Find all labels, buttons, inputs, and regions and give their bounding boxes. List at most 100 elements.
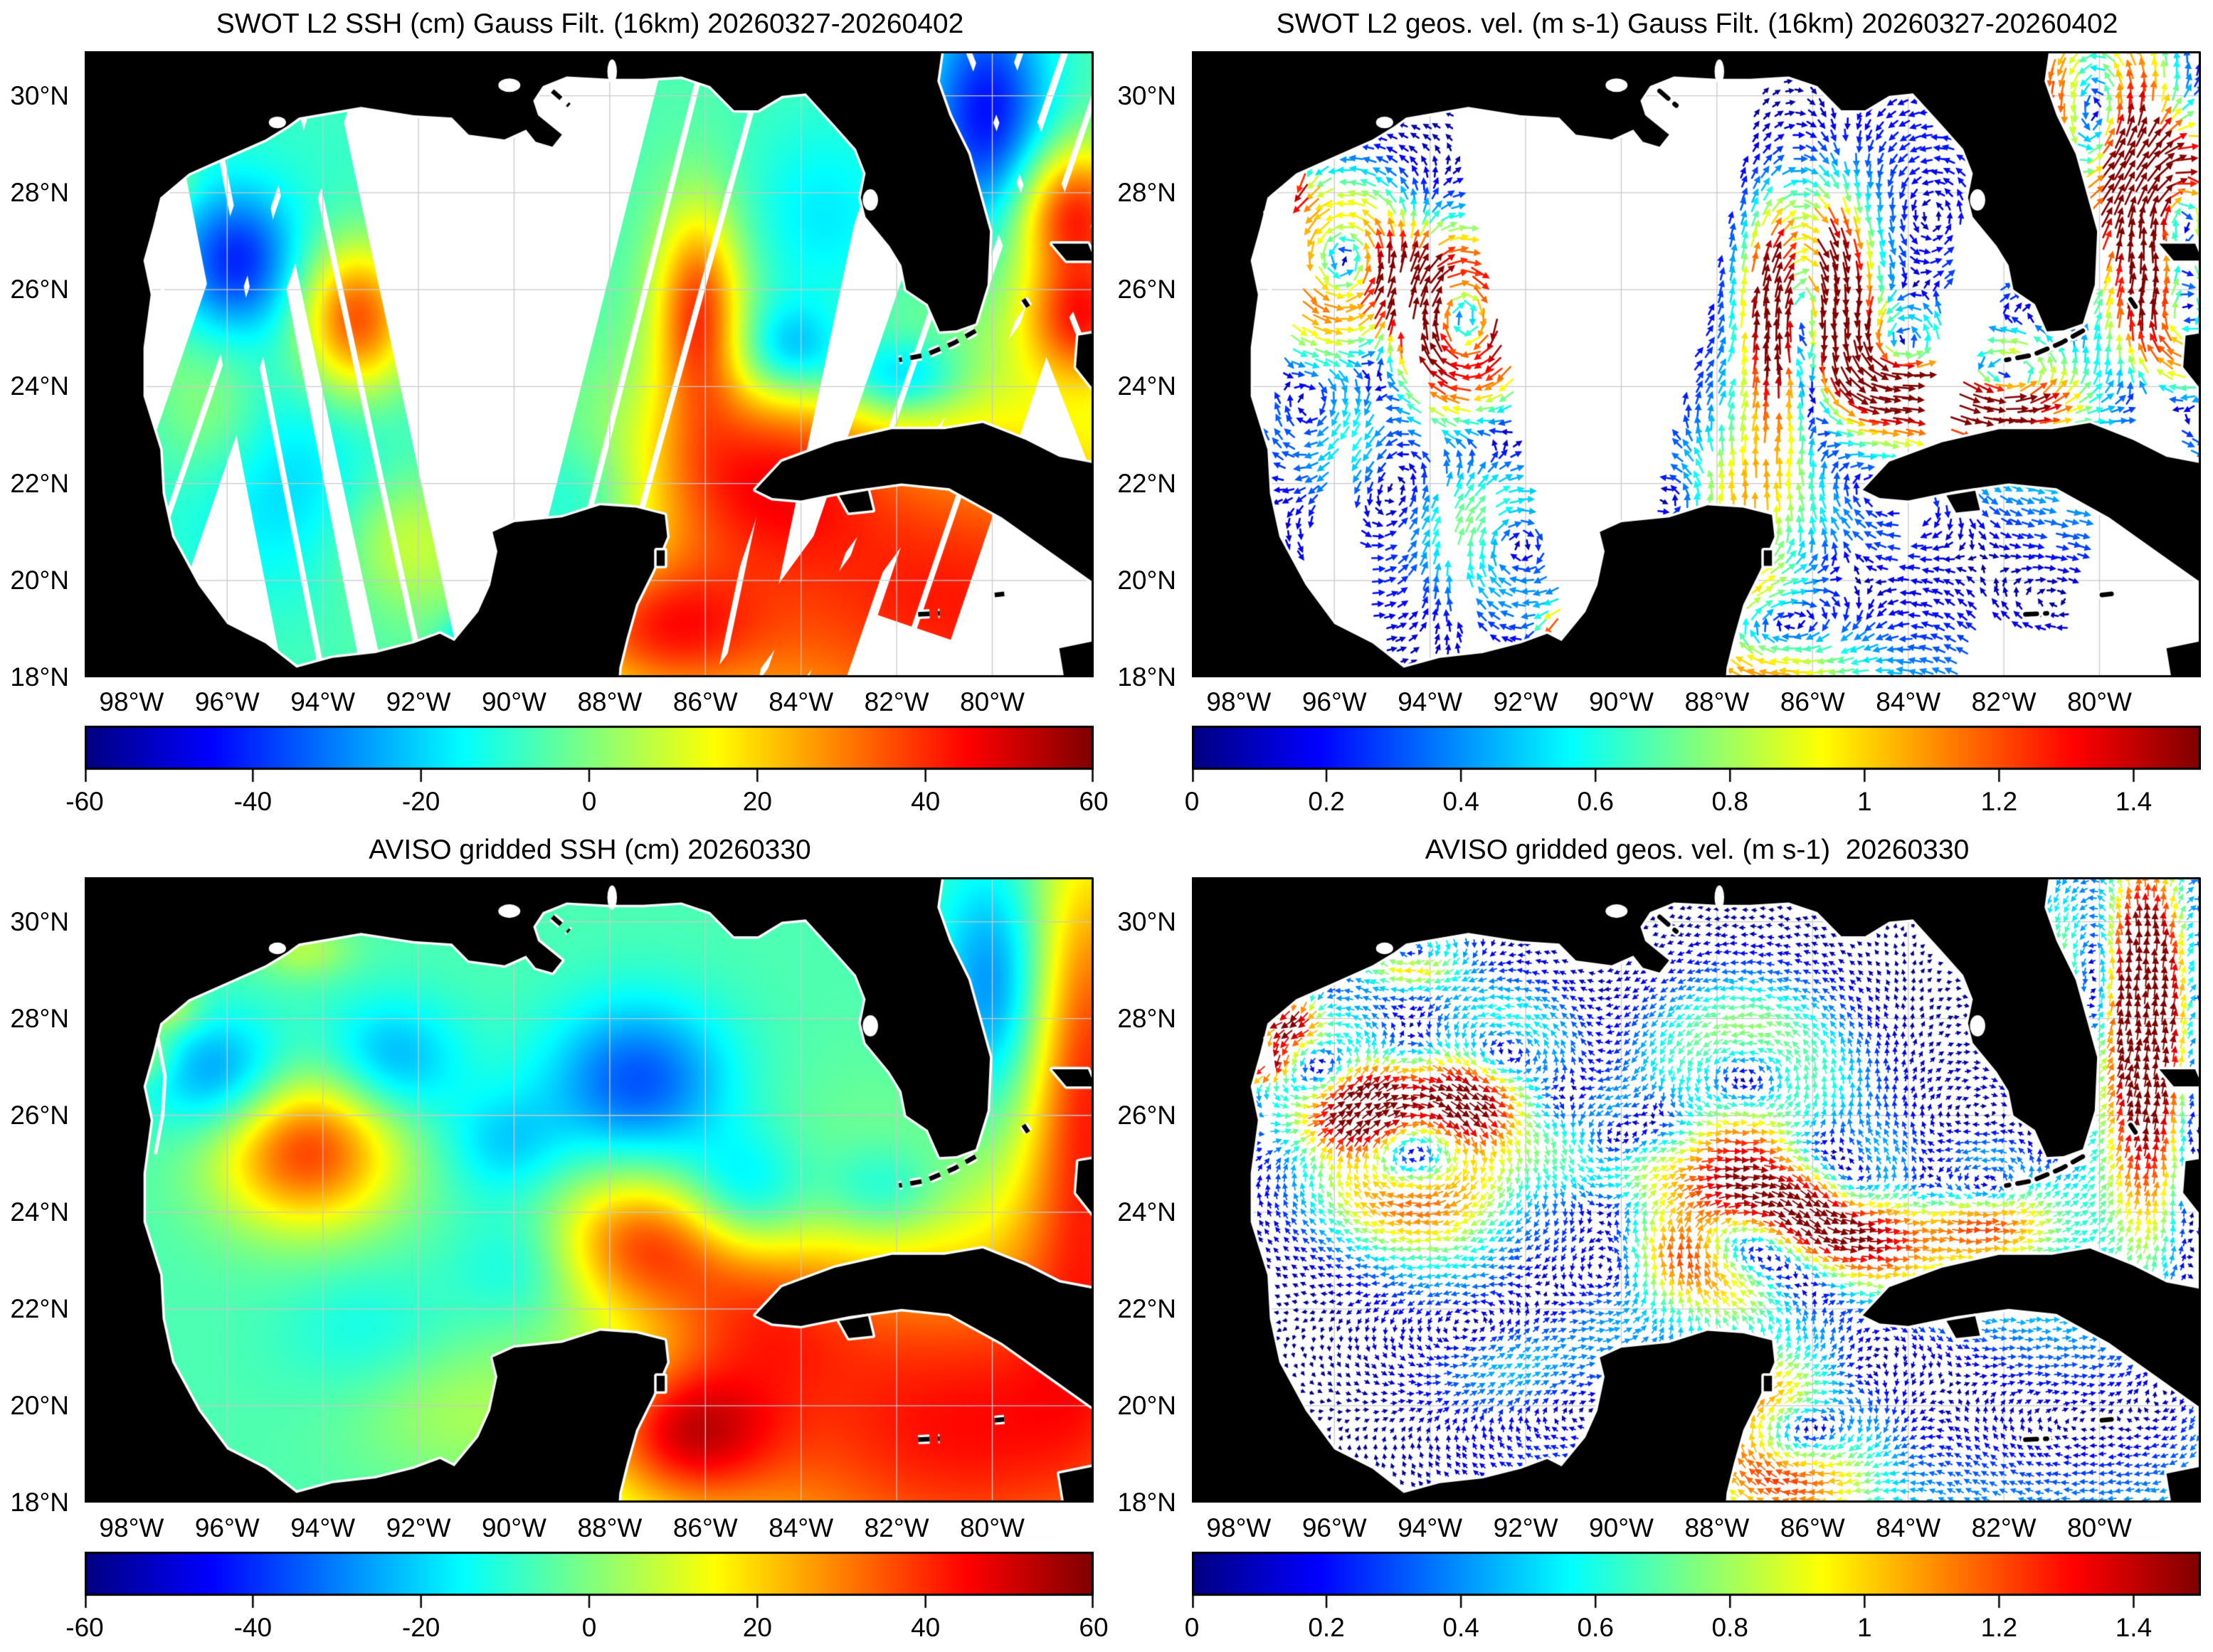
x-tick-label: 86°W	[1780, 687, 1845, 716]
x-tick-label: 84°W	[769, 687, 834, 716]
y-tick-label: 26°N	[10, 275, 69, 305]
colorbar-tick-label: 0.4	[1442, 787, 1479, 816]
y-tick-label: 18°N	[1117, 662, 1176, 692]
colorbar-tick-label: 0.4	[1442, 1613, 1479, 1642]
x-tick-label: 98°W	[1206, 687, 1272, 716]
x-tick-label: 96°W	[1301, 1513, 1367, 1542]
panel-aviso-vel: AVISO gridded geos. vel. (m s-1) 2026033…	[1117, 835, 2201, 1642]
colorbar-tick-label: 1.4	[2115, 787, 2153, 816]
x-tick-label: 96°W	[1301, 687, 1367, 716]
x-tick-label: 88°W	[577, 687, 643, 716]
y-tick-label: 24°N	[10, 1197, 69, 1227]
x-tick-label: 84°W	[1876, 1513, 1941, 1542]
x-tick-label: 92°W	[1493, 687, 1558, 716]
panel-title-swot-vel: SWOT L2 geos. vel. (m s-1) Gauss Filt. (…	[1276, 9, 2118, 39]
x-tick-label: 82°W	[1971, 687, 2037, 716]
colorbar-tick-label: -20	[401, 787, 440, 816]
aviso-ssh-colorbar-canvas	[85, 1552, 1094, 1610]
x-tick-label: 84°W	[769, 1513, 834, 1542]
colorbar-tick-label: -60	[65, 787, 104, 816]
y-tick-label: 22°N	[1117, 1293, 1176, 1323]
y-tick-label: 26°N	[1117, 275, 1176, 305]
y-tick-label: 20°N	[10, 565, 69, 595]
x-tick-label: 80°W	[2067, 687, 2132, 716]
y-tick-label: 30°N	[10, 906, 69, 936]
x-tick-label: 90°W	[482, 687, 546, 716]
colorbar-tick-label: 0	[1184, 787, 1200, 816]
colorbar-tick-label: 40	[911, 1613, 941, 1642]
colorbar-tick-label: 20	[742, 787, 772, 816]
y-tick-label: 30°N	[10, 80, 69, 110]
x-tick-label: 90°W	[482, 1513, 546, 1542]
colorbar-tick-label: 1.2	[1980, 787, 2018, 816]
y-tick-label: 20°N	[1117, 1390, 1176, 1420]
y-tick-label: 22°N	[10, 468, 69, 498]
y-tick-label: 24°N	[1117, 1197, 1176, 1227]
x-tick-label: 98°W	[99, 1513, 164, 1542]
y-tick-label: 26°N	[10, 1100, 69, 1130]
x-tick-label: 88°W	[577, 1513, 643, 1542]
panel-swot-vel: SWOT L2 geos. vel. (m s-1) Gauss Filt. (…	[1117, 9, 2201, 816]
x-tick-label: 90°W	[1589, 687, 1654, 716]
colorbar-tick-label: 0.8	[1711, 787, 1748, 816]
colorbar-tick-label: 1	[1857, 787, 1872, 816]
colorbar-tick-label: 0	[581, 1613, 597, 1642]
colorbar-tick-label: 60	[1079, 1613, 1109, 1642]
colorbar-tick-label: -40	[233, 1613, 273, 1642]
colorbar-tick-label: 0	[1184, 1613, 1200, 1642]
y-tick-label: 18°N	[10, 1488, 69, 1517]
colorbar-tick-label: 0.8	[1711, 1613, 1748, 1642]
x-tick-label: 98°W	[1206, 1513, 1272, 1542]
swot-vel-map-canvas	[1192, 51, 2201, 677]
x-tick-label: 86°W	[1780, 1513, 1845, 1542]
swot-ssh-colorbar-canvas	[85, 726, 1094, 784]
y-tick-label: 28°N	[1117, 1003, 1176, 1033]
y-tick-label: 18°N	[1117, 1488, 1176, 1517]
y-tick-label: 20°N	[1117, 565, 1176, 595]
y-tick-label: 22°N	[1117, 468, 1176, 498]
colorbar-tick-label: 60	[1079, 787, 1109, 816]
colorbar-tick-label: 0.6	[1577, 787, 1614, 816]
x-tick-label: 96°W	[194, 1513, 260, 1542]
colorbar-tick-label: -20	[401, 1613, 440, 1642]
y-tick-label: 28°N	[10, 177, 69, 207]
colorbar-tick-label: 20	[742, 1613, 772, 1642]
x-tick-label: 98°W	[99, 687, 164, 716]
x-tick-label: 86°W	[672, 687, 738, 716]
x-tick-label: 94°W	[1398, 687, 1463, 716]
colorbar-tick-label: 0.2	[1308, 787, 1345, 816]
x-tick-label: 80°W	[960, 687, 1025, 716]
x-tick-label: 84°W	[1876, 687, 1941, 716]
colorbar-tick-label: 0.2	[1308, 1613, 1345, 1642]
colorbar-tick-label: 40	[911, 787, 941, 816]
y-tick-label: 20°N	[10, 1390, 69, 1420]
x-tick-label: 92°W	[1493, 1513, 1558, 1542]
x-tick-label: 88°W	[1684, 1513, 1750, 1542]
x-tick-label: 82°W	[864, 1513, 929, 1542]
x-tick-label: 92°W	[386, 1513, 451, 1542]
x-tick-label: 88°W	[1684, 687, 1750, 716]
panel-title-aviso-vel: AVISO gridded geos. vel. (m s-1) 2026033…	[1425, 835, 1970, 865]
panel-aviso-ssh: AVISO gridded SSH (cm) 20260330 98°W 96°W…	[10, 835, 1108, 1642]
x-tick-label: 90°W	[1589, 1513, 1654, 1542]
x-tick-label: 94°W	[290, 1513, 356, 1542]
colorbar-tick-label: 1.2	[1980, 1613, 2018, 1642]
colorbar-tick-label: 0	[581, 787, 597, 816]
y-tick-label: 18°N	[10, 662, 69, 692]
x-tick-label: 80°W	[960, 1513, 1025, 1542]
x-tick-label: 92°W	[386, 687, 451, 716]
y-tick-label: 28°N	[1117, 177, 1176, 207]
x-tick-label: 94°W	[1398, 1513, 1463, 1542]
y-tick-label: 30°N	[1117, 80, 1176, 110]
x-tick-label: 82°W	[1971, 1513, 2037, 1542]
y-tick-label: 24°N	[1117, 371, 1176, 401]
x-tick-label: 94°W	[290, 687, 356, 716]
swot-vel-colorbar-canvas	[1192, 726, 2201, 784]
y-tick-label: 26°N	[1117, 1100, 1176, 1130]
panel-title-swot-ssh: SWOT L2 SSH (cm) Gauss Filt. (16km) 2026…	[216, 9, 964, 39]
aviso-vel-colorbar-canvas	[1192, 1552, 2201, 1610]
x-tick-label: 80°W	[2067, 1513, 2132, 1542]
colorbar-tick-label: -40	[233, 787, 273, 816]
aviso-vel-map-canvas	[1192, 877, 2201, 1503]
